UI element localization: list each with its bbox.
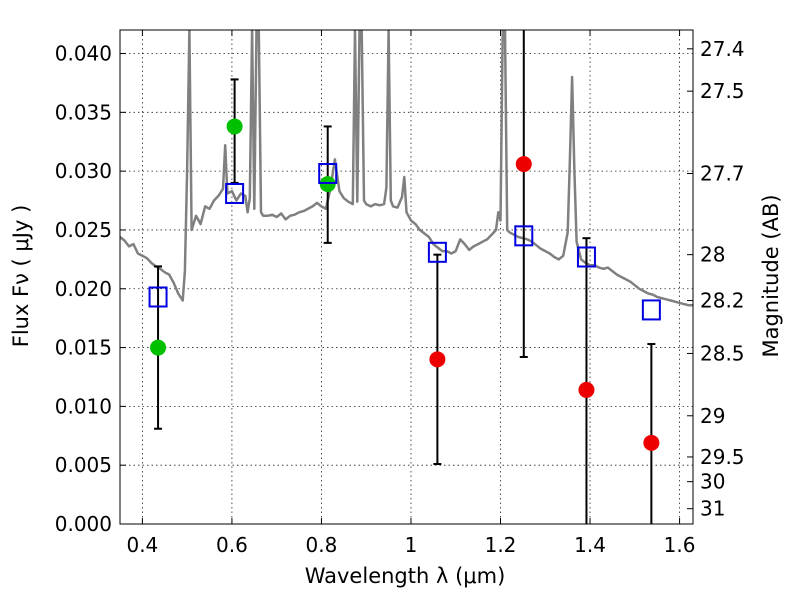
y-tick-label: 0.020 (55, 277, 112, 301)
right-tick-label: 30 (700, 470, 725, 494)
y-tick-label: 0.000 (55, 512, 112, 536)
y-tick-label: 0.040 (55, 42, 112, 66)
right-tick-label: 31 (700, 497, 725, 521)
model-photometry-box (148, 286, 168, 308)
error-bars (154, 30, 656, 524)
observed-point (515, 156, 532, 173)
right-tick-label: 27.5 (700, 79, 745, 103)
axis-ticks (120, 30, 693, 525)
grid (120, 30, 693, 525)
y-tick-label: 0.015 (55, 336, 112, 360)
y-tick-label: 0.010 (55, 394, 112, 418)
model-photometry-box (318, 162, 338, 184)
model-photometry-box (641, 299, 661, 321)
observed-point (226, 118, 243, 135)
plot-frame (119, 29, 694, 525)
observed-point (643, 434, 660, 451)
model-spectrum-line (120, 30, 693, 307)
x-tick-label: 1.6 (664, 533, 696, 557)
right-tick-label: 28.5 (700, 341, 745, 365)
model-photometry-box (225, 182, 245, 204)
model-photometry-box (514, 225, 534, 247)
model-photometry-box (576, 246, 596, 268)
x-axis-label: Wavelength λ (μm) (305, 564, 506, 588)
observed-points (150, 118, 660, 451)
right-tick-labels: 27.4 27.5 27.7 28 28.2 28.5 29 29.530 31 (700, 37, 745, 521)
y-tick-label: 0.025 (55, 218, 112, 242)
x-tick-label: 1 (405, 533, 418, 557)
right-tick-label: 29 (700, 404, 725, 428)
x-tick-label: 0.6 (216, 533, 248, 557)
y-tick-label: 0.030 (55, 159, 112, 183)
y-tick-labels: 0.000 0.005 0.010 0.015 0.020 0.025 0.030 0.035… (55, 42, 112, 536)
model-spectrum-layer (120, 30, 693, 307)
y-axis-label: Flux Fν ( μJy ) (9, 205, 33, 348)
right-tick-label: 27.7 (700, 161, 745, 185)
right-axis-label: Magnitude (AB) (759, 194, 783, 357)
model-photometry-box (427, 241, 447, 263)
right-tick-label: 27.4 (700, 37, 745, 61)
y-tick-label: 0.035 (55, 100, 112, 124)
right-tick-label: 28.2 (700, 289, 745, 313)
observed-point (150, 339, 167, 356)
x-tick-label: 0.4 (126, 533, 158, 557)
observed-point (578, 381, 595, 398)
y-tick-label: 0.005 (55, 453, 112, 477)
x-tick-label: 1.4 (574, 533, 606, 557)
observed-point (319, 176, 336, 193)
right-tick-label: 29.5 (700, 445, 745, 469)
x-tick-label: 1.2 (485, 533, 517, 557)
right-tick-label: 28 (700, 243, 725, 267)
x-tick-label: 0.8 (306, 533, 338, 557)
x-tick-labels: 0.4 0.6 0.8 1 1.2 1.4 1.6 (126, 533, 695, 557)
model-photometry-boxes (148, 162, 661, 321)
observed-point (429, 351, 446, 368)
